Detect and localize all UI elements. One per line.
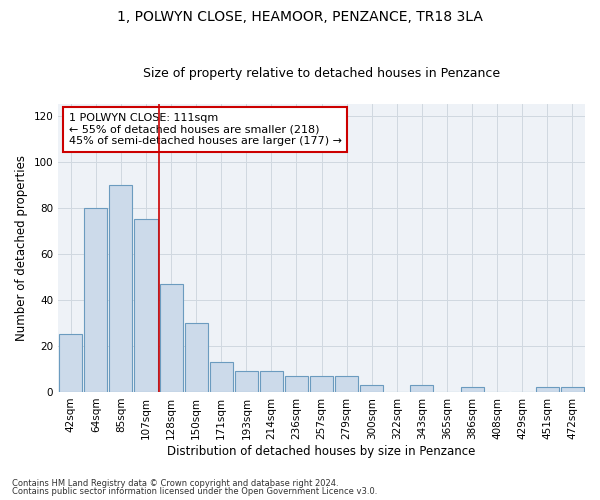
Bar [260,371,283,392]
Bar [160,284,182,392]
Bar [310,376,333,392]
Bar [561,388,584,392]
Bar [134,220,158,392]
Bar [536,388,559,392]
Bar [59,334,82,392]
Text: Contains public sector information licensed under the Open Government Licence v3: Contains public sector information licen… [12,487,377,496]
Title: Size of property relative to detached houses in Penzance: Size of property relative to detached ho… [143,66,500,80]
Bar [185,323,208,392]
Bar [285,376,308,392]
Text: Contains HM Land Registry data © Crown copyright and database right 2024.: Contains HM Land Registry data © Crown c… [12,478,338,488]
Text: 1, POLWYN CLOSE, HEAMOOR, PENZANCE, TR18 3LA: 1, POLWYN CLOSE, HEAMOOR, PENZANCE, TR18… [117,10,483,24]
Y-axis label: Number of detached properties: Number of detached properties [15,155,28,341]
X-axis label: Distribution of detached houses by size in Penzance: Distribution of detached houses by size … [167,444,476,458]
Bar [410,385,433,392]
Bar [209,362,233,392]
Bar [461,388,484,392]
Text: 1 POLWYN CLOSE: 111sqm
← 55% of detached houses are smaller (218)
45% of semi-de: 1 POLWYN CLOSE: 111sqm ← 55% of detached… [69,113,342,146]
Bar [335,376,358,392]
Bar [84,208,107,392]
Bar [235,371,258,392]
Bar [109,185,133,392]
Bar [360,385,383,392]
